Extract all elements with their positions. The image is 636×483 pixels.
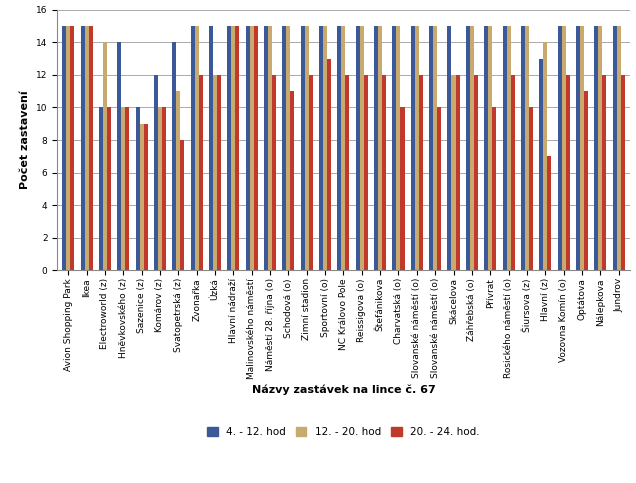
Bar <box>62 26 66 270</box>
Bar <box>195 26 198 270</box>
Bar <box>580 26 584 270</box>
Bar <box>617 26 621 270</box>
Bar <box>448 26 452 270</box>
Bar <box>539 58 543 270</box>
Bar <box>452 75 455 270</box>
Bar <box>558 26 562 270</box>
Bar <box>392 26 396 270</box>
Bar <box>162 108 166 270</box>
Bar <box>158 108 162 270</box>
Bar <box>429 26 433 270</box>
Bar <box>81 26 85 270</box>
Bar <box>125 108 129 270</box>
Bar <box>327 58 331 270</box>
Bar <box>88 26 93 270</box>
Bar <box>272 75 276 270</box>
Bar <box>217 75 221 270</box>
Bar <box>140 124 144 270</box>
Bar <box>254 26 258 270</box>
Bar <box>433 26 437 270</box>
Bar <box>396 26 401 270</box>
Bar <box>342 26 345 270</box>
Bar <box>176 91 181 270</box>
Bar <box>319 26 323 270</box>
Bar <box>547 156 551 270</box>
Bar <box>154 75 158 270</box>
Bar <box>232 26 235 270</box>
Bar <box>198 75 203 270</box>
Bar <box>455 75 460 270</box>
Bar <box>437 108 441 270</box>
Bar <box>565 75 570 270</box>
Bar <box>415 26 419 270</box>
Bar <box>584 91 588 270</box>
Bar <box>345 75 350 270</box>
Bar <box>191 26 195 270</box>
Bar <box>107 108 111 270</box>
Bar <box>382 75 386 270</box>
Bar <box>612 26 617 270</box>
Bar <box>250 26 254 270</box>
Bar <box>488 26 492 270</box>
Bar <box>282 26 286 270</box>
Bar <box>466 26 470 270</box>
Bar <box>135 108 140 270</box>
Bar <box>209 26 213 270</box>
Bar <box>305 26 308 270</box>
Bar <box>70 26 74 270</box>
Bar <box>117 43 121 270</box>
X-axis label: Názvy zastávek na lince č. 67: Názvy zastávek na lince č. 67 <box>252 384 435 395</box>
Bar <box>621 75 625 270</box>
Bar <box>419 75 423 270</box>
Bar <box>411 26 415 270</box>
Bar <box>364 75 368 270</box>
Bar <box>602 75 606 270</box>
Bar <box>511 75 515 270</box>
Bar <box>562 26 565 270</box>
Bar <box>378 26 382 270</box>
Bar <box>103 43 107 270</box>
Bar <box>213 75 217 270</box>
Bar <box>594 26 598 270</box>
Bar <box>543 43 547 270</box>
Bar <box>227 26 232 270</box>
Bar <box>529 108 533 270</box>
Bar <box>268 26 272 270</box>
Bar <box>245 26 250 270</box>
Bar <box>492 108 496 270</box>
Bar <box>235 26 239 270</box>
Legend: 4. - 12. hod, 12. - 20. hod, 20. - 24. hod.: 4. - 12. hod, 12. - 20. hod, 20. - 24. h… <box>207 427 480 437</box>
Bar <box>484 26 488 270</box>
Bar <box>323 26 327 270</box>
Bar <box>291 91 294 270</box>
Bar <box>401 108 404 270</box>
Bar <box>264 26 268 270</box>
Bar <box>470 26 474 270</box>
Y-axis label: Počet zastavení: Počet zastavení <box>20 91 31 189</box>
Bar <box>374 26 378 270</box>
Bar <box>301 26 305 270</box>
Bar <box>525 26 529 270</box>
Bar <box>85 26 88 270</box>
Bar <box>121 108 125 270</box>
Bar <box>337 26 342 270</box>
Bar <box>356 26 360 270</box>
Bar <box>598 26 602 270</box>
Bar <box>286 26 291 270</box>
Bar <box>144 124 148 270</box>
Bar <box>576 26 580 270</box>
Bar <box>172 43 176 270</box>
Bar <box>474 75 478 270</box>
Bar <box>66 26 70 270</box>
Bar <box>181 140 184 270</box>
Bar <box>99 108 103 270</box>
Bar <box>308 75 313 270</box>
Bar <box>502 26 506 270</box>
Bar <box>506 26 511 270</box>
Bar <box>360 26 364 270</box>
Bar <box>521 26 525 270</box>
